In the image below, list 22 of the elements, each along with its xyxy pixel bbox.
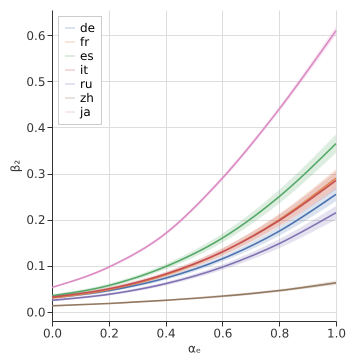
legend-label: de	[80, 21, 95, 35]
legend-label: ja	[79, 105, 91, 119]
legend-label: it	[80, 63, 88, 77]
legend-label: es	[80, 49, 94, 63]
legend-label: ru	[80, 77, 93, 91]
x-tick-label: 0.2	[100, 326, 119, 340]
y-tick-label: 0.4	[26, 120, 46, 135]
y-tick-label: 0.1	[26, 259, 46, 274]
y-tick-label: 0.3	[26, 167, 46, 182]
x-axis-title: αₑ	[188, 342, 201, 356]
y-tick-label: 0.0	[26, 305, 46, 320]
y-tick-label: 0.6	[26, 28, 46, 43]
legend-label: fr	[80, 35, 90, 49]
x-tick-label: 0.8	[270, 326, 290, 340]
y-tick-label: 0.2	[26, 213, 46, 228]
y-tick-label: 0.5	[26, 74, 46, 89]
x-tick-label: 0.4	[156, 326, 176, 340]
legend-label: zh	[80, 91, 94, 105]
y-axis-title: β₂	[8, 160, 22, 172]
x-tick-label: 1.0	[326, 326, 346, 340]
x-tick-label: 0.0	[42, 326, 62, 340]
x-tick-label: 0.6	[213, 326, 232, 340]
